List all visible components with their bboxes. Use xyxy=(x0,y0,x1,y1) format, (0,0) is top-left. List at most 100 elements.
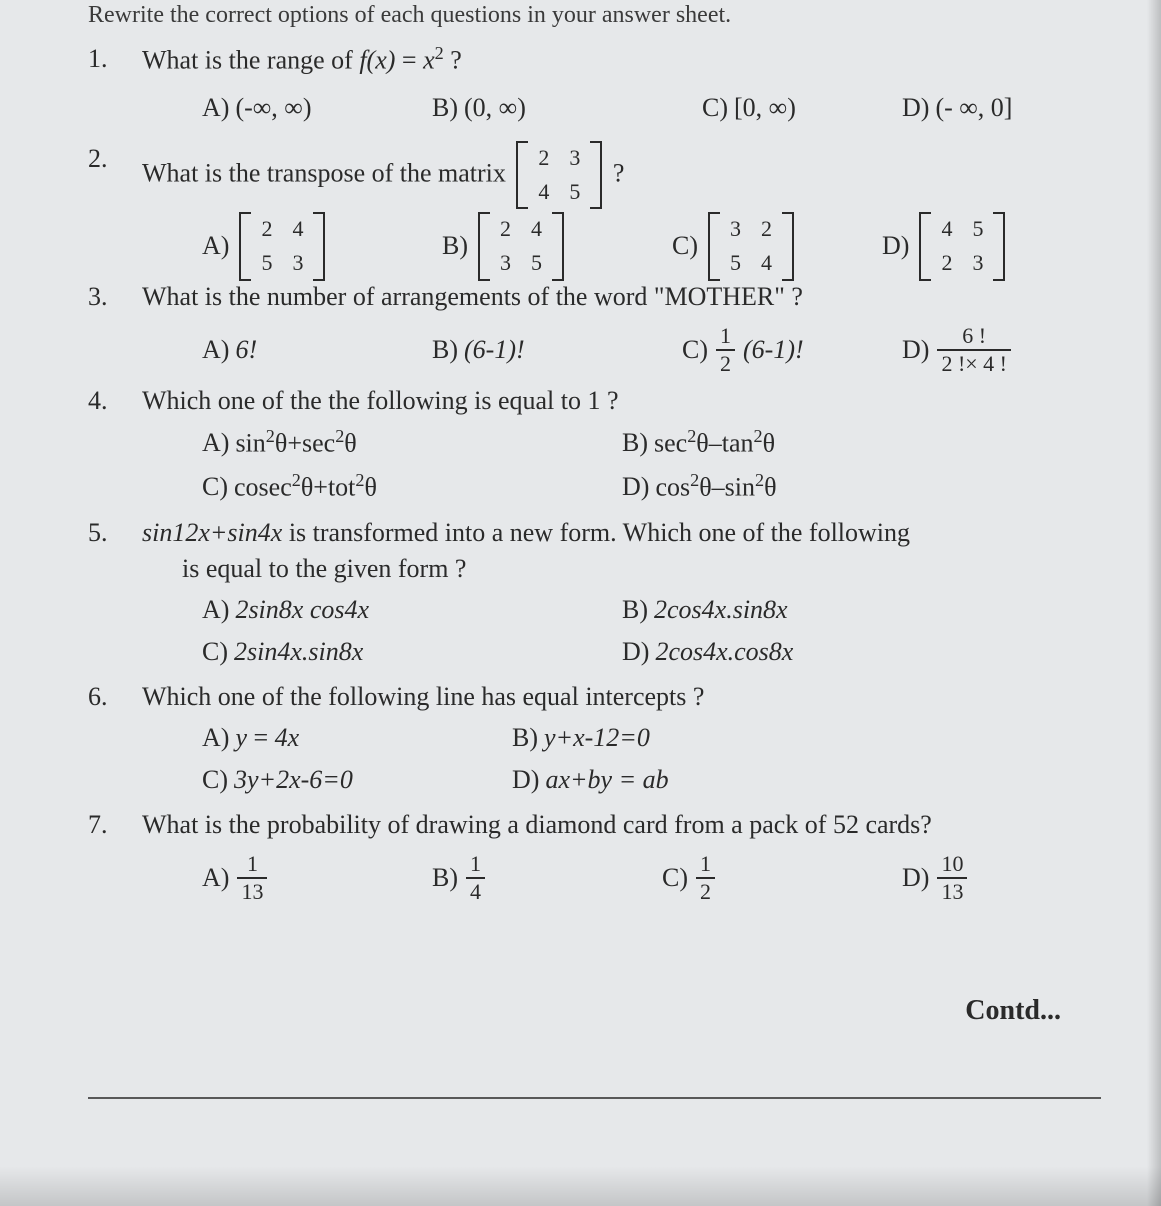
option-matrix: 2453 xyxy=(239,212,325,281)
option-label: A) xyxy=(202,228,229,264)
option-value: 6! xyxy=(235,332,257,368)
question-5: sin12x+sin4x is transformed into a new f… xyxy=(88,515,1101,673)
fraction: 1 2 xyxy=(716,325,735,375)
fraction: 1 2 xyxy=(696,853,715,903)
q4-stem: Which one of the the following is equal … xyxy=(142,383,1101,419)
q2-stem-post: ? xyxy=(613,158,625,187)
q3-opt-c: C) 1 2 (6-1)! xyxy=(682,325,804,375)
option-label: C) xyxy=(202,634,228,670)
q5-stem-line1: sin12x+sin4x is transformed into a new f… xyxy=(142,515,1101,551)
option-value: 2sin8x cos4x xyxy=(235,592,369,628)
q2-opt-c: C) 3254 xyxy=(672,212,798,281)
option-label: B) xyxy=(442,228,468,264)
option-label: C) xyxy=(202,762,228,798)
q4-opt-c: C) cosec2θ+tot2θ xyxy=(202,468,377,506)
option-matrix: 2435 xyxy=(478,212,564,281)
option-label: D) xyxy=(902,860,929,896)
option-value: (- ∞, 0] xyxy=(935,90,1012,126)
option-value: (0, ∞) xyxy=(464,90,526,126)
fraction: 6 ! 2 !× 4 ! xyxy=(937,325,1011,375)
option-label: A) xyxy=(202,332,229,368)
q1-stem: What is the range of f(x) = x2 ? xyxy=(142,41,1101,79)
q1-opt-d: D) (- ∞, 0] xyxy=(902,90,1012,126)
q3-opt-b: B) (6-1)! xyxy=(432,332,525,368)
option-value: [0, ∞) xyxy=(734,90,796,126)
option-label: B) xyxy=(432,90,458,126)
denominator: 2 xyxy=(696,877,715,903)
option-label: B) xyxy=(622,592,648,628)
q3-opt-a: A) 6! xyxy=(202,332,257,368)
option-value: 2sin4x.sin8x xyxy=(234,634,363,670)
option-value: 2cos4x.sin8x xyxy=(654,592,788,628)
option-value: ax+by = ab xyxy=(545,762,668,798)
q6-opt-b: B) y+x-12=0 xyxy=(512,720,650,756)
q2-options: A) 2453 B) 2435 C) 3254 D) 4523 xyxy=(142,219,1101,273)
option-value: sin2θ+sec2θ xyxy=(235,424,356,462)
q2-opt-b: B) 2435 xyxy=(442,212,568,281)
option-label: D) xyxy=(512,762,539,798)
q5-opt-a: A) 2sin8x cos4x xyxy=(202,592,369,628)
fraction: 1 13 xyxy=(237,853,267,903)
q4-opt-d: D) cos2θ–sin2θ xyxy=(622,468,777,506)
option-label: C) xyxy=(662,860,688,896)
question-4: Which one of the the following is equal … xyxy=(88,383,1101,509)
option-tail: (6-1)! xyxy=(743,332,804,368)
right-shadow xyxy=(1147,0,1161,1206)
q3-stem: What is the number of arrangements of th… xyxy=(142,279,1101,315)
option-matrix: 3254 xyxy=(708,212,794,281)
q7-opt-d: D) 10 13 xyxy=(902,853,969,903)
fraction: 1 4 xyxy=(466,853,485,903)
question-list: What is the range of f(x) = x2 ? A) (-∞,… xyxy=(88,41,1101,905)
option-matrix: 4523 xyxy=(919,212,1005,281)
option-label: B) xyxy=(432,860,458,896)
question-2: What is the transpose of the matrix 2345… xyxy=(88,141,1101,274)
question-7: What is the probability of drawing a dia… xyxy=(88,807,1101,905)
option-label: D) xyxy=(622,634,649,670)
q7-opt-a: A) 1 13 xyxy=(202,853,269,903)
q2-opt-a: A) 2453 xyxy=(202,212,329,281)
option-value: cos2θ–sin2θ xyxy=(655,468,776,506)
bottom-rule xyxy=(88,1097,1101,1099)
question-3: What is the number of arrangements of th… xyxy=(88,279,1101,377)
q7-opt-c: C) 1 2 xyxy=(662,853,717,903)
option-value: (-∞, ∞) xyxy=(235,90,311,126)
denominator: 13 xyxy=(937,877,967,903)
q7-opt-b: B) 1 4 xyxy=(432,853,487,903)
q6-stem: Which one of the following line has equa… xyxy=(142,679,1101,715)
option-label: D) xyxy=(622,469,649,505)
option-label: A) xyxy=(202,720,229,756)
denominator: 13 xyxy=(237,877,267,903)
option-label: B) xyxy=(622,425,648,461)
numerator: 1 xyxy=(466,853,485,877)
numerator: 1 xyxy=(716,325,735,349)
continued-label: Contd... xyxy=(88,995,1101,1027)
option-label: C) xyxy=(202,469,228,505)
q5-stem-line2: is equal to the given form ? xyxy=(142,551,1101,587)
q2-stem: What is the transpose of the matrix 2345… xyxy=(142,141,1101,210)
q4-opt-a: A) sin2θ+sec2θ xyxy=(202,424,357,462)
option-label: D) xyxy=(902,90,929,126)
option-value: y = 4x xyxy=(235,720,299,756)
q4-opt-b: B) sec2θ–tan2θ xyxy=(622,424,775,462)
fraction: 10 13 xyxy=(937,853,967,903)
option-label: A) xyxy=(202,860,229,896)
q4-options: A) sin2θ+sec2θ B) sec2θ–tan2θ C) cosec2θ… xyxy=(142,421,1101,509)
option-value: (6-1)! xyxy=(464,332,525,368)
option-value: 3y+2x-6=0 xyxy=(234,762,353,798)
option-label: D) xyxy=(902,332,929,368)
q5-opt-b: B) 2cos4x.sin8x xyxy=(622,592,788,628)
question-6: Which one of the following line has equa… xyxy=(88,679,1101,801)
q2-opt-d: D) 4523 xyxy=(882,212,1009,281)
option-label: D) xyxy=(882,228,909,264)
q5-opt-c: C) 2sin4x.sin8x xyxy=(202,634,363,670)
q6-options: A) y = 4x B) y+x-12=0 C) 3y+2x-6=0 D) xyxy=(142,717,1101,801)
q1-options: A) (-∞, ∞) B) (0, ∞) C) [0, ∞) D) (- ∞, … xyxy=(142,81,1101,135)
q3-opt-d: D) 6 ! 2 !× 4 ! xyxy=(902,325,1013,375)
q7-stem: What is the probability of drawing a dia… xyxy=(142,807,1101,843)
option-label: C) xyxy=(702,90,728,126)
option-label: C) xyxy=(682,332,708,368)
q6-opt-c: C) 3y+2x-6=0 xyxy=(202,762,353,798)
numerator: 10 xyxy=(937,853,967,877)
q3-options: A) 6! B) (6-1)! C) 1 2 (6-1)! D) xyxy=(142,323,1101,377)
option-value: y+x-12=0 xyxy=(544,720,650,756)
